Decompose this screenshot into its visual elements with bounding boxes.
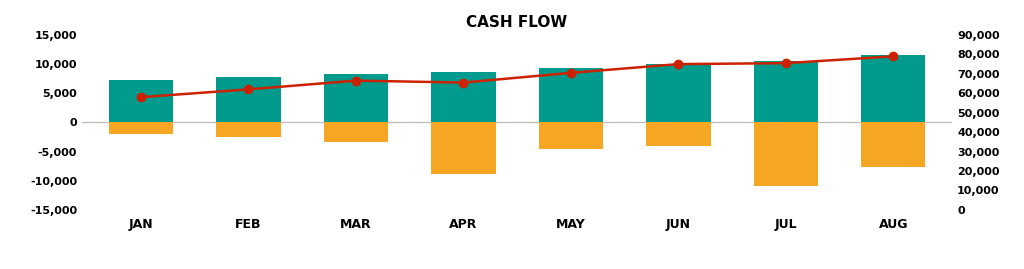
Title: CASH FLOW: CASH FLOW — [467, 15, 567, 30]
Bar — [539, 122, 603, 149]
Bar — [109, 122, 173, 134]
Bar — [216, 122, 281, 137]
Bar — [324, 122, 388, 141]
Bar — [539, 68, 603, 122]
Bar — [431, 122, 496, 174]
Bar — [216, 77, 281, 122]
Bar — [754, 61, 818, 122]
Legend: Cash Receipts, Cash Payments, Cash Balance: Cash Receipts, Cash Payments, Cash Balan… — [317, 265, 717, 269]
Bar — [861, 122, 926, 167]
Bar — [754, 122, 818, 186]
Bar — [324, 74, 388, 122]
Bar — [109, 80, 173, 122]
Bar — [431, 72, 496, 122]
Bar — [646, 122, 711, 146]
Bar — [646, 63, 711, 122]
Bar — [861, 55, 926, 122]
